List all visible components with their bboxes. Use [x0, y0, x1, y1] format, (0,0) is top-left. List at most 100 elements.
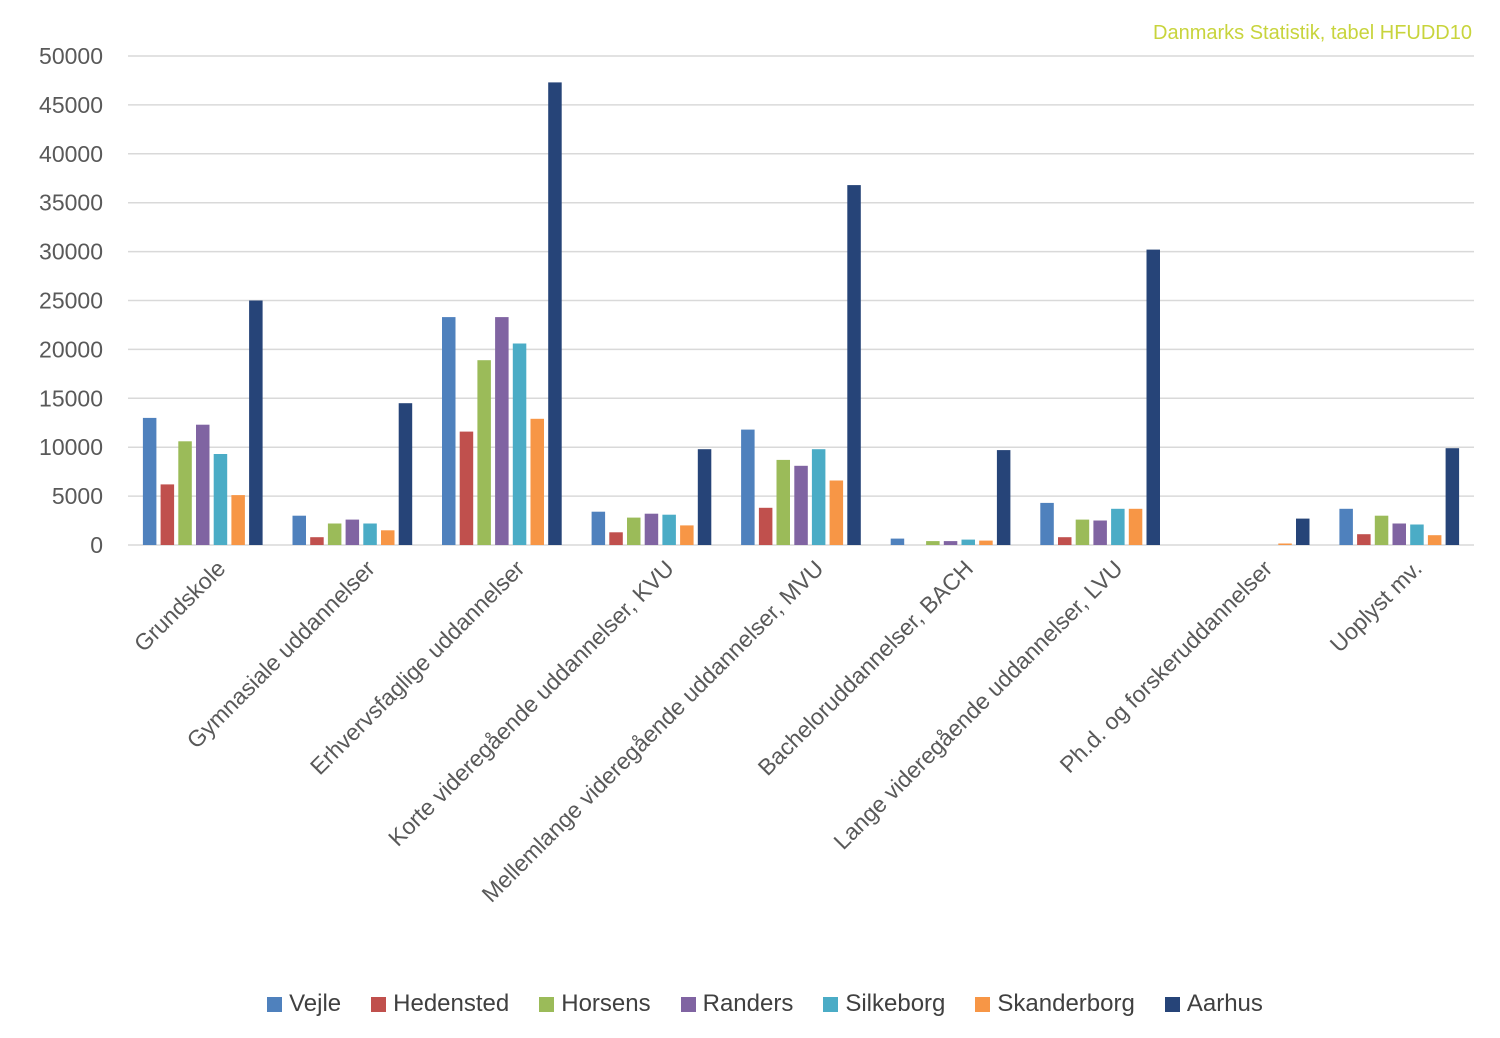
- legend-swatch: [680, 996, 696, 1012]
- bar-vejle: [890, 538, 905, 545]
- bar-silkeborg: [811, 449, 826, 545]
- legend-label: Hedensted: [393, 990, 510, 1017]
- legend-swatch: [975, 996, 991, 1012]
- x-tick-label: Mellemlange videregående uddannelser, MV…: [477, 555, 829, 907]
- bar-vejle: [591, 511, 606, 545]
- legend-label: Randers: [702, 990, 794, 1017]
- bar-aarhus: [1146, 249, 1160, 545]
- x-tick-label: Korte videregående uddannelser, KVU: [383, 555, 679, 851]
- bar-silkeborg: [1111, 508, 1125, 545]
- bar-skanderborg: [530, 418, 544, 545]
- bar-hedensted: [459, 431, 474, 545]
- bar-skanderborg: [381, 530, 395, 545]
- bar-aarhus: [1296, 518, 1310, 545]
- bar-horsens: [178, 441, 192, 545]
- bar-randers: [1392, 523, 1406, 545]
- bar-silkeborg: [1410, 524, 1424, 545]
- legend-item-horsens: Horsens: [539, 990, 651, 1018]
- x-tick-label: Lange videregående uddannelser, LVU: [828, 555, 1127, 854]
- bar-silkeborg: [662, 514, 676, 545]
- bars: [142, 82, 1460, 546]
- bar-randers: [345, 519, 360, 545]
- bar-aarhus: [548, 82, 562, 546]
- y-tick-label: 30000: [39, 239, 103, 265]
- bar-randers: [196, 424, 210, 545]
- bar-horsens: [776, 459, 790, 545]
- legend: Vejle Hedensted Horsens Randers Silkeborg Ska…: [0, 990, 1500, 1018]
- bar-silkeborg: [213, 454, 228, 545]
- bar-horsens: [477, 360, 491, 545]
- y-tick-label: 10000: [39, 434, 103, 460]
- bar-silkeborg: [512, 343, 527, 545]
- bar-horsens: [1374, 515, 1389, 545]
- y-tick-label: 0: [90, 532, 103, 558]
- legend-item-vejle: Vejle: [267, 990, 341, 1018]
- bar-aarhus: [398, 403, 413, 545]
- bar-hedensted: [1357, 534, 1371, 545]
- y-tick-label: 45000: [39, 92, 103, 118]
- y-tick-label: 35000: [39, 190, 103, 216]
- source-note: Danmarks Statistik, tabel HFUDD10: [1153, 22, 1472, 44]
- bar-horsens: [627, 517, 641, 545]
- legend-label: Vejle: [289, 990, 342, 1017]
- bar-randers: [794, 465, 808, 545]
- bar-vejle: [142, 417, 157, 545]
- y-tick-label: 40000: [39, 141, 103, 167]
- x-tick-label: Uoplyst mv.: [1325, 555, 1427, 657]
- bar-aarhus: [996, 450, 1011, 545]
- bar-hedensted: [758, 507, 773, 545]
- bar-skanderborg: [1128, 508, 1143, 545]
- bar-vejle: [1339, 508, 1353, 545]
- legend-swatch: [267, 996, 283, 1012]
- bar-silkeborg: [363, 523, 377, 545]
- y-axis-ticks: 0 5000 10000 15000 20000 25000 30000 35000 40000…: [39, 43, 103, 558]
- bar-randers: [495, 317, 509, 545]
- bar-skanderborg: [829, 480, 844, 545]
- legend-item-skanderborg: Skanderborg: [975, 990, 1135, 1018]
- legend-item-silkeborg: Silkeborg: [823, 990, 945, 1018]
- legend-swatch: [823, 996, 839, 1012]
- bar-horsens: [327, 523, 342, 545]
- bar-horsens: [926, 541, 940, 545]
- legend-swatch: [539, 996, 555, 1012]
- legend-item-aarhus: Aarhus: [1164, 990, 1263, 1018]
- bar-horsens: [1075, 519, 1090, 545]
- y-tick-label: 15000: [39, 385, 103, 411]
- bar-vejle: [292, 515, 306, 545]
- bar-hedensted: [609, 532, 623, 545]
- bar-skanderborg: [979, 540, 993, 545]
- legend-label: Aarhus: [1186, 990, 1263, 1017]
- legend-item-randers: Randers: [680, 990, 794, 1018]
- y-tick-label: 25000: [39, 288, 103, 314]
- bar-skanderborg: [1278, 543, 1292, 545]
- y-tick-label: 20000: [39, 336, 103, 362]
- bar-aarhus: [249, 300, 263, 545]
- bar-aarhus: [847, 185, 861, 545]
- legend-label: Skanderborg: [997, 990, 1135, 1017]
- bar-aarhus: [697, 449, 712, 545]
- y-tick-label: 50000: [39, 43, 103, 69]
- bar-vejle: [741, 429, 755, 545]
- bar-skanderborg: [1427, 535, 1442, 545]
- bar-skanderborg: [231, 495, 245, 545]
- bar-vejle: [1040, 502, 1054, 545]
- bar-vejle: [442, 317, 456, 545]
- bar-silkeborg: [961, 539, 975, 545]
- bar-hedensted: [310, 537, 324, 545]
- legend-swatch: [371, 996, 387, 1012]
- y-tick-label: 5000: [52, 483, 103, 509]
- bar-aarhus: [1445, 448, 1460, 545]
- bar-randers: [644, 513, 659, 545]
- legend-item-hedensted: Hedensted: [371, 990, 509, 1018]
- bar-randers: [943, 541, 958, 545]
- legend-label: Silkeborg: [845, 990, 946, 1017]
- x-tick-label: Grundskole: [129, 555, 231, 657]
- legend-swatch: [1164, 996, 1180, 1012]
- bar-randers: [1093, 520, 1107, 545]
- bar-skanderborg: [680, 525, 694, 545]
- bar-hedensted: [1058, 537, 1072, 545]
- legend-label: Horsens: [561, 990, 651, 1017]
- bar-hedensted: [160, 484, 175, 545]
